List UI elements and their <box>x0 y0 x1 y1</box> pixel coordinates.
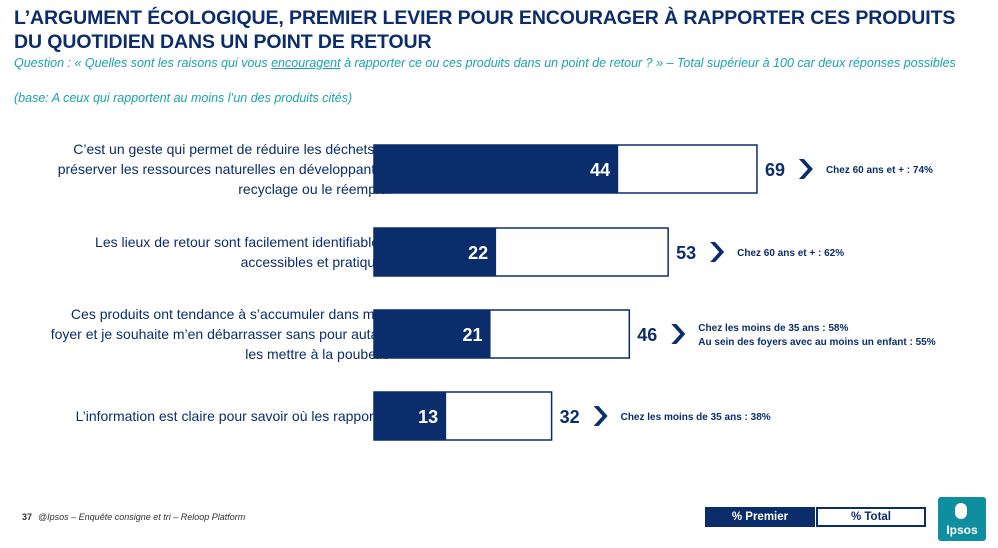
question-suffix: à rapporter ce ou ces produits dans un p… <box>340 56 956 70</box>
data-label-premier: 21 <box>463 325 483 345</box>
category-label: foyer et je souhaite m’en débarrasser sa… <box>51 326 390 342</box>
category-label: les mettre à la poubelle <box>245 346 390 362</box>
data-label-premier: 22 <box>468 243 488 263</box>
annotation-text: Chez 60 ans et + : 62% <box>737 248 844 259</box>
annotation-text: Chez les moins de 35 ans : 58% <box>698 323 848 334</box>
bar-premier <box>374 228 497 276</box>
chevron-right-icon <box>798 159 813 179</box>
base-note: (base: A ceux qui rapportent au moins l’… <box>14 91 353 105</box>
chevron-right-icon <box>671 324 686 344</box>
annotation-text: Au sein des foyers avec au moins un enfa… <box>698 337 935 348</box>
page-number: 37 <box>22 512 33 522</box>
footer: 37 @Ipsos – Enquête consigne et tri – Rel… <box>22 512 245 522</box>
category-label: préserver les ressources naturelles en d… <box>58 161 391 177</box>
question-text: Question : « Quelles sont les raisons qu… <box>14 55 984 71</box>
bar-premier <box>374 392 447 440</box>
footer-source: @Ipsos – Enquête consigne et tri – Reloo… <box>38 512 246 522</box>
data-label-premier: 44 <box>590 160 610 180</box>
chevron-right-icon <box>710 242 725 262</box>
logo-mark-icon <box>955 503 967 519</box>
legend-premier: % Premier <box>705 507 815 527</box>
chevron-right-icon <box>593 406 608 426</box>
category-label: accessibles et pratiques <box>241 254 390 270</box>
data-label-total: 32 <box>560 407 580 427</box>
data-label-total: 53 <box>676 243 696 263</box>
page-title: L’ARGUMENT ÉCOLOGIQUE, PREMIER LEVIER PO… <box>14 7 956 53</box>
bar-premier <box>374 145 619 193</box>
bar-premier <box>374 310 491 358</box>
data-label-premier: 13 <box>418 407 438 427</box>
ipsos-logo: Ipsos <box>938 497 986 541</box>
category-label: L’information est claire pour savoir où … <box>76 408 391 424</box>
logo-text: Ipsos <box>946 523 978 537</box>
annotation-text: Chez les moins de 35 ans : 38% <box>621 412 771 423</box>
category-label: C’est un geste qui permet de réduire les… <box>73 141 390 157</box>
question-keyword: encouragent <box>271 56 341 70</box>
category-label: Ces produits ont tendance à s’accumuler … <box>71 306 390 322</box>
annotation-text: Chez 60 ans et + : 74% <box>826 165 933 176</box>
legend-total: % Total <box>816 507 926 527</box>
data-label-total: 46 <box>637 325 657 345</box>
category-label: Les lieux de retour sont facilement iden… <box>95 234 390 250</box>
data-label-total: 69 <box>765 160 785 180</box>
category-label: recyclage ou le réemploi <box>238 181 390 197</box>
question-prefix: Question : « Quelles sont les raisons qu… <box>14 56 272 70</box>
